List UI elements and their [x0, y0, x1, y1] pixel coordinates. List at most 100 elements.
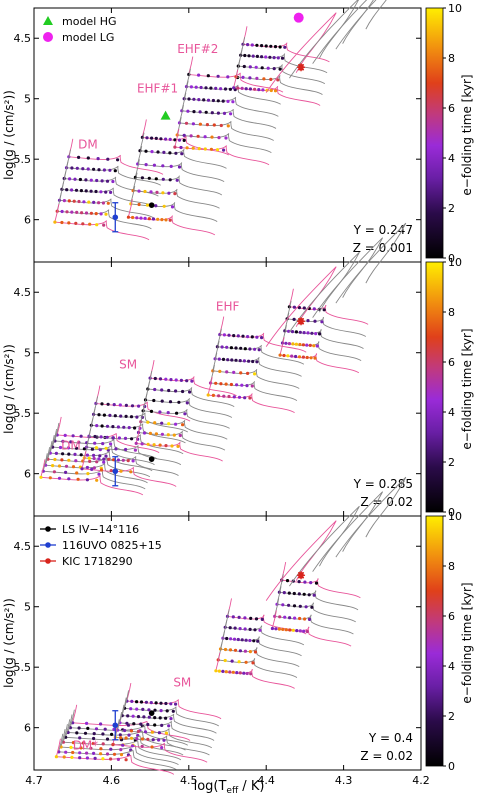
track-point — [79, 453, 83, 457]
track-point — [105, 737, 110, 741]
evolution-track — [335, 0, 387, 50]
track-point — [216, 74, 220, 78]
track-point — [229, 637, 233, 641]
track-point — [105, 179, 110, 183]
observed-star — [112, 468, 119, 475]
track-point — [217, 669, 221, 673]
track-point — [250, 335, 254, 339]
track-point — [241, 75, 245, 79]
track-point — [248, 396, 252, 400]
track-point — [226, 75, 230, 79]
track-point — [223, 647, 228, 652]
track-point — [126, 459, 130, 463]
track-point — [149, 701, 153, 705]
track-point — [254, 65, 258, 69]
track-point — [194, 85, 198, 89]
track-point — [219, 123, 223, 128]
track-point — [228, 87, 232, 91]
track-point — [285, 579, 290, 583]
track-point — [80, 467, 84, 471]
track-point — [190, 379, 194, 383]
track-point — [303, 617, 307, 621]
track-point — [92, 751, 96, 756]
colorbar-tick-label: 2 — [448, 202, 455, 215]
track-point — [137, 189, 141, 193]
track-point — [106, 157, 110, 161]
track-point — [312, 593, 316, 597]
track-point — [89, 178, 93, 182]
track-point — [168, 218, 172, 222]
track-point — [211, 98, 215, 103]
track-point — [102, 223, 106, 227]
x-tick-label: 4.5 — [180, 774, 198, 787]
track-point — [305, 343, 309, 347]
track-point — [182, 133, 186, 137]
track-point — [60, 458, 64, 462]
track-point — [112, 752, 117, 756]
y-tick-label: 5.5 — [14, 407, 32, 420]
track-point — [119, 736, 123, 740]
track-point — [226, 99, 230, 103]
track-point — [63, 433, 67, 437]
track-point — [221, 357, 226, 361]
track-point — [150, 136, 154, 140]
track-point — [272, 56, 276, 60]
track-point — [224, 670, 228, 674]
track-point — [278, 67, 282, 71]
track-point — [235, 671, 239, 675]
track-point — [94, 446, 98, 450]
evolution-track — [130, 185, 218, 222]
track-point — [104, 446, 108, 450]
track-point — [314, 332, 318, 336]
track-point — [93, 756, 97, 761]
evolution-track — [58, 733, 177, 770]
track-label: DM — [78, 137, 98, 151]
track-point — [159, 701, 163, 705]
track-point — [133, 426, 137, 430]
track-point — [77, 155, 81, 159]
track-point — [243, 396, 247, 400]
track-point — [167, 422, 171, 426]
track-point — [245, 384, 249, 388]
track-point — [228, 670, 232, 674]
track-point — [192, 110, 196, 114]
track-point — [84, 189, 88, 193]
track-point — [187, 97, 191, 101]
track-point — [234, 346, 238, 350]
evolution-track — [278, 574, 359, 611]
track-point — [129, 729, 134, 733]
track-point — [168, 400, 173, 404]
track-point — [250, 384, 254, 388]
track-point — [298, 629, 302, 633]
track-point — [254, 617, 259, 621]
model-hg-marker — [160, 110, 171, 120]
track-point — [269, 88, 273, 93]
track-point — [111, 743, 115, 747]
track-point — [64, 464, 69, 468]
track-point — [111, 436, 115, 440]
track-point — [236, 334, 240, 338]
track-point — [186, 109, 190, 113]
track-point — [302, 331, 306, 335]
track-point — [57, 464, 62, 468]
colorbar-tick-label: 4 — [448, 152, 455, 165]
track-point — [158, 443, 162, 447]
helium-abundance: Y = 0.4 — [368, 731, 413, 745]
track-point — [174, 389, 178, 393]
track-point — [197, 98, 201, 102]
track-point — [216, 111, 220, 115]
track-point — [310, 331, 314, 335]
x-tick-label: 4.6 — [103, 774, 121, 787]
track-point — [118, 403, 122, 407]
colorbar-tick-label: 4 — [448, 660, 455, 673]
colorbar-tick-label: 8 — [448, 52, 455, 65]
track-point — [81, 222, 85, 226]
metallicity: Z = 0.02 — [360, 749, 413, 763]
track-point — [221, 669, 225, 674]
track-point — [169, 378, 173, 382]
track-point — [212, 123, 216, 127]
track-point — [238, 359, 242, 363]
track-point — [204, 110, 208, 114]
track-point — [258, 628, 262, 632]
observed-star — [148, 710, 155, 716]
